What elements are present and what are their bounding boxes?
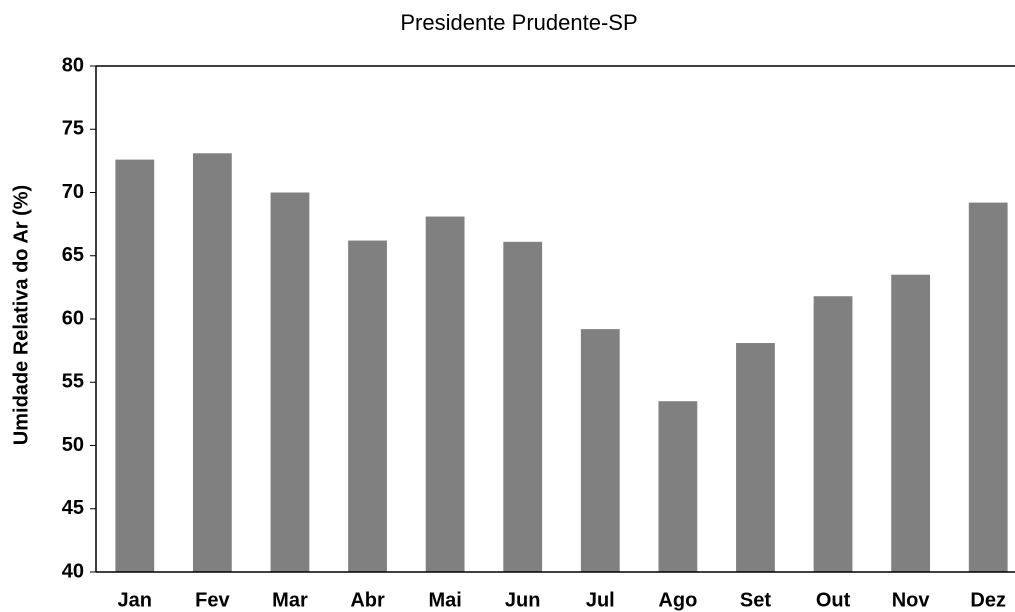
x-tick-label: Mai — [428, 589, 461, 611]
bar — [658, 401, 698, 572]
x-tick-label: Out — [816, 589, 851, 611]
x-tick-label: Abr — [350, 589, 385, 611]
bar — [736, 343, 775, 572]
y-tick-label: 40 — [62, 560, 84, 582]
y-tick-label: 75 — [62, 118, 84, 140]
x-tick-label: Jan — [118, 589, 152, 611]
bar — [968, 202, 1008, 572]
bar — [192, 153, 232, 572]
y-axis-label: Umidade Relativa do Ar (%) — [10, 185, 32, 445]
bar — [115, 159, 155, 573]
bar — [891, 274, 931, 572]
chart-title: Presidente Prudente-SP — [400, 10, 637, 35]
bar — [503, 241, 543, 572]
x-tick-label: Dez — [970, 589, 1006, 611]
x-tick-label: Mar — [272, 589, 308, 611]
y-tick-label: 60 — [62, 307, 84, 329]
bar — [270, 192, 310, 572]
y-tick-label: 80 — [62, 54, 84, 76]
x-tick-label: Jul — [586, 589, 615, 611]
y-tick-label: 55 — [62, 371, 84, 393]
x-tick-label: Fev — [195, 589, 230, 611]
bar — [813, 296, 853, 572]
x-tick-label: Ago — [658, 589, 697, 611]
y-tick-label: 65 — [62, 244, 84, 266]
y-tick-label: 70 — [62, 181, 84, 203]
x-tick-label: Set — [740, 589, 771, 611]
bar — [348, 240, 387, 572]
x-tick-label: Jun — [505, 589, 541, 611]
y-tick-label: 45 — [62, 497, 84, 519]
x-tick-label: Nov — [892, 589, 931, 611]
bar — [580, 329, 620, 572]
bar — [425, 216, 465, 572]
y-tick-label: 50 — [62, 434, 84, 456]
